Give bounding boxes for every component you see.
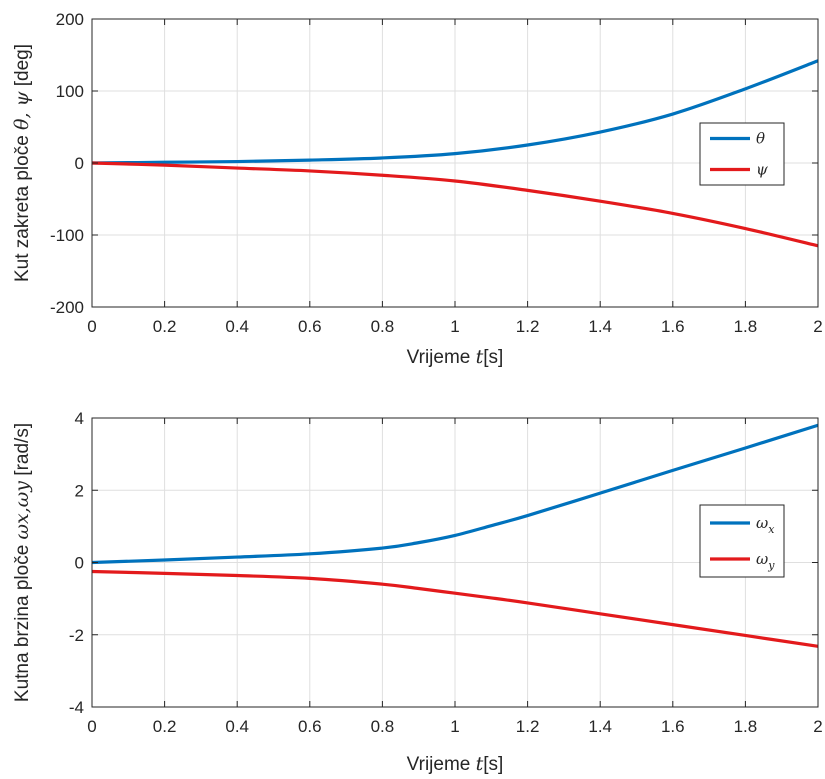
x-tick-label: 0.6	[298, 317, 322, 336]
x-tick-label: 0.2	[153, 717, 177, 736]
y-tick-label: -4	[69, 698, 84, 717]
chart-angle: 0 0.2 0.4 0.6 0.8 1 1.2 1.4 1.6 1.8 2 -200 -100 0 100 2…	[11, 10, 823, 368]
x-tick-label: 1.8	[734, 317, 758, 336]
y-axis-label-vars: θ, ψ	[11, 90, 33, 130]
x-tick-label: 1.8	[734, 717, 758, 736]
x-tick-label: 2	[813, 317, 822, 336]
x-tick-label: 1	[450, 317, 459, 336]
x-axis-label-suffix: [s]	[483, 347, 503, 368]
x-tick-label: 1.2	[516, 717, 540, 736]
y-axis-label-suffix: [deg]	[12, 44, 33, 92]
x-tick-label: 0.8	[371, 717, 395, 736]
x-axis-label-var: t	[476, 346, 484, 368]
series-line-red	[91, 569, 819, 648]
x-axis-label-suffix: [s]	[483, 754, 503, 775]
x-axis-label-var: t	[476, 753, 484, 775]
y-tick-label: 0	[75, 554, 84, 573]
x-tick-label: 1.2	[516, 317, 540, 336]
y-tick-label: 4	[75, 409, 84, 428]
legend-label-symbol: ω	[756, 550, 768, 568]
legend-label-1: ωy	[756, 550, 775, 572]
y-axis-label-vars: ωx,ωy	[11, 481, 33, 540]
x-tick-label: 0.2	[153, 317, 177, 336]
chart-angular-velocity: 0 0.2 0.4 0.6 0.8 1 1.2 1.4 1.6 1.8 2 -4 -2 0 2 4 Vrijem…	[11, 409, 823, 775]
legend-label-0: θ	[756, 130, 765, 148]
x-axis-label-prefix: Vrijeme	[407, 754, 476, 775]
x-tick-label: 1.6	[661, 717, 685, 736]
series-line-blue	[91, 59, 819, 165]
legend-label-1: ψ	[756, 161, 768, 179]
series-line-blue	[91, 423, 819, 565]
y-tick-label: 0	[75, 154, 84, 173]
x-tick-label: 1.4	[588, 717, 612, 736]
x-tick-label: 0.6	[298, 717, 322, 736]
x-tick-label: 1	[450, 717, 459, 736]
y-axis-label: Kutna brzina ploče ωx,ωy [rad/s]	[11, 423, 33, 702]
legend-label-symbol: ω	[756, 514, 768, 532]
y-tick-label: 2	[75, 481, 84, 500]
x-tick-label: 0.4	[225, 717, 249, 736]
x-axis-label-prefix: Vrijeme	[407, 347, 476, 368]
x-tick-label: 1.4	[588, 317, 612, 336]
x-tick-label: 0	[87, 717, 96, 736]
y-tick-label: -2	[69, 626, 84, 645]
series-line-red	[91, 161, 819, 248]
x-axis-label: Vrijeme t[s]	[407, 753, 504, 775]
legend: θψ	[699, 122, 785, 186]
x-tick-label: 0.8	[371, 317, 395, 336]
x-tick-label: 2	[813, 717, 822, 736]
legend-box	[699, 122, 785, 186]
y-tick-label: 100	[56, 82, 84, 101]
legend-box	[699, 504, 785, 578]
y-tick-label: -100	[50, 226, 84, 245]
y-axis-label-suffix: [rad/s]	[12, 423, 33, 481]
x-axis-label: Vrijeme t[s]	[407, 346, 504, 368]
y-axis-label-prefix: Kutna brzina ploče	[12, 539, 33, 702]
y-axis-label-prefix: Kut zakreta ploče	[12, 130, 33, 282]
y-tick-label: 200	[56, 10, 84, 29]
legend-label-subscript: y	[767, 559, 775, 572]
y-tick-label: -200	[50, 298, 84, 317]
x-tick-label: 0.4	[225, 317, 249, 336]
legend-label-subscript: x	[768, 523, 775, 536]
x-tick-label: 0	[87, 317, 96, 336]
legend-label-0: ωx	[756, 514, 775, 536]
x-tick-label: 1.6	[661, 317, 685, 336]
y-axis-label: Kut zakreta ploče θ, ψ [deg]	[11, 44, 33, 282]
